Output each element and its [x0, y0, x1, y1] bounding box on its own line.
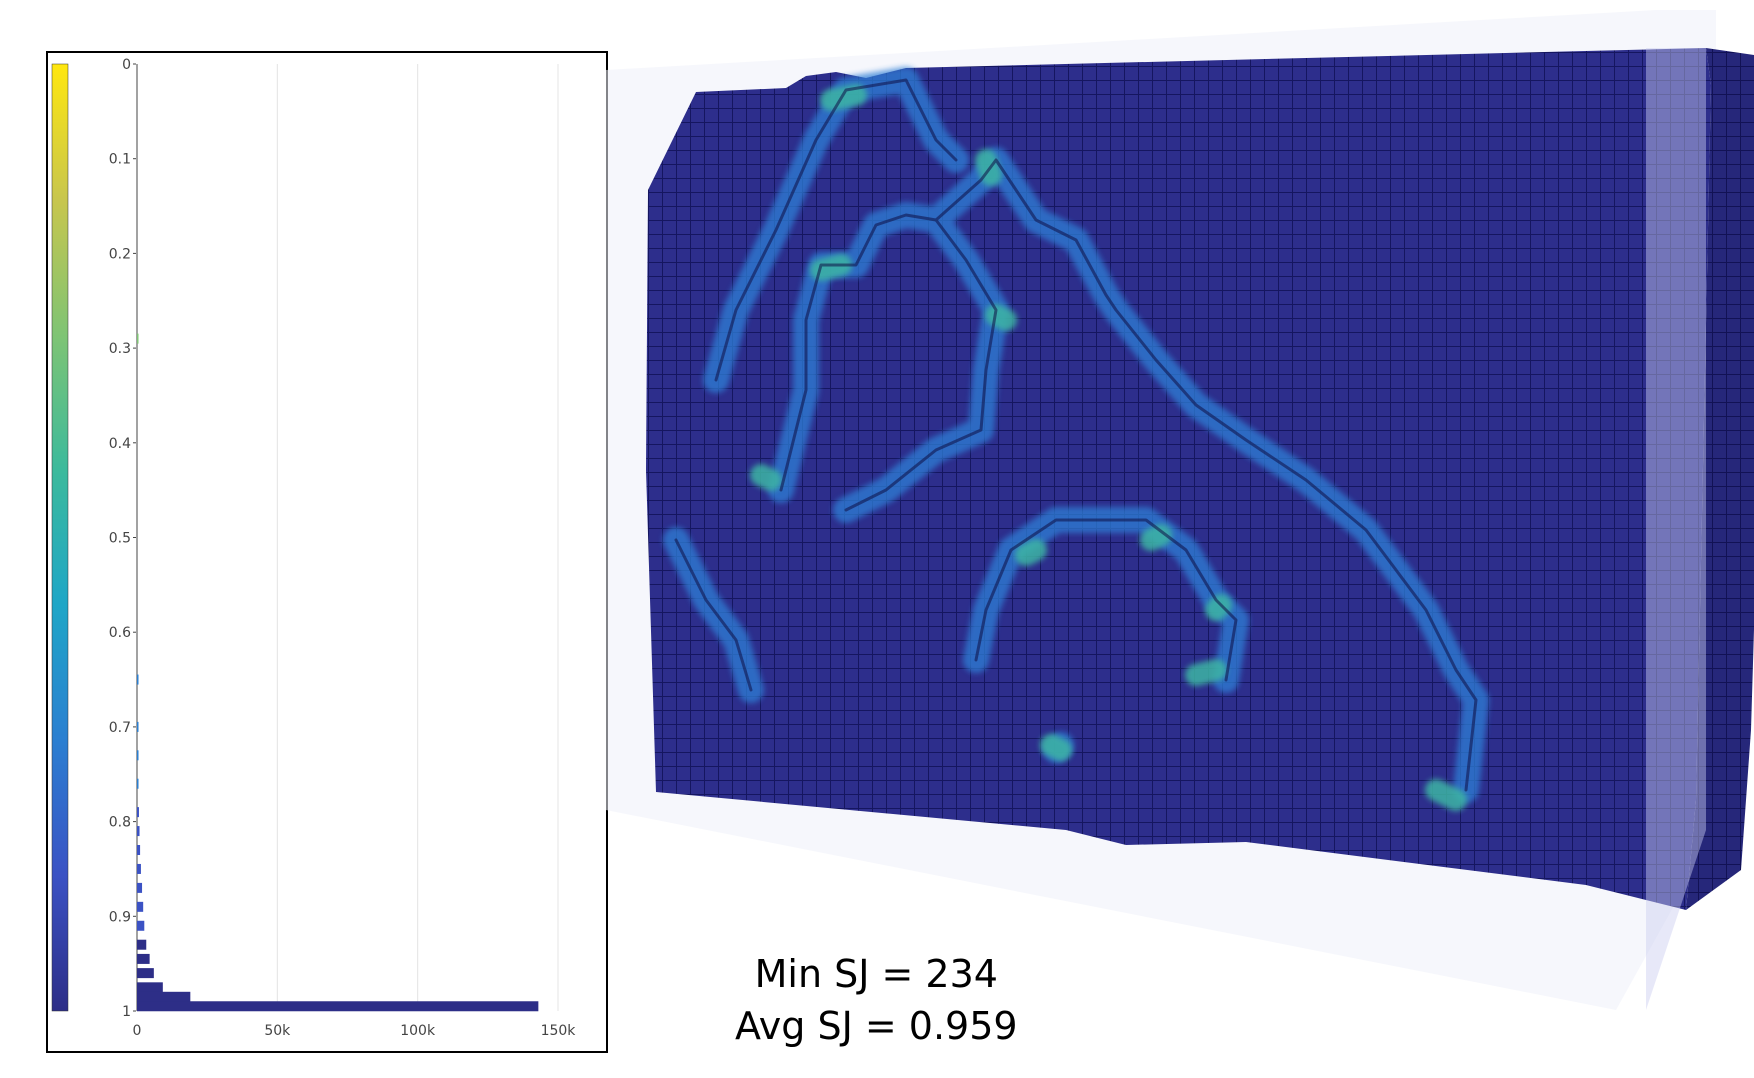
histogram-chart: 00.10.20.30.40.50.60.70.80.910 50k 100k 150… [51, 57, 577, 1039]
min-sj-label: Min SJ = 234 [754, 952, 998, 996]
histogram-bar [137, 991, 191, 1002]
deformation-contours [663, 67, 1489, 811]
y-tick-label: 1 [122, 1004, 131, 1020]
colorbar [51, 63, 69, 1012]
histogram-bar [137, 750, 139, 761]
histogram-bar [137, 674, 139, 685]
histogram-bar [137, 845, 141, 856]
y-tick-label: 0.9 [109, 909, 131, 925]
y-tick-label: 0.3 [109, 341, 131, 357]
histogram-bar [137, 953, 150, 964]
histogram-panel: 0 0.1 0.2 0.3 0.4 0.5 0.6 0.7 0.8 0.9 1 0 50k 100k 150… [46, 51, 608, 1053]
histogram-bar [137, 1001, 539, 1012]
histogram-bar [137, 807, 139, 818]
x-tick-label: 0 [133, 1023, 142, 1039]
y-tick-label: 0.8 [109, 815, 131, 831]
x-tick-label: 100k [400, 1023, 436, 1039]
y-tick-label: 0.2 [109, 246, 131, 262]
mesh-statistics: Min SJ = 234 Avg SJ = 0.959 [735, 948, 1018, 1052]
histogram-bar [137, 968, 154, 979]
x-tick-label: 50k [264, 1023, 291, 1039]
y-tick-label: 0 [122, 57, 131, 73]
x-tick-label: 150k [541, 1023, 577, 1039]
histogram-bar [137, 901, 144, 912]
translucent-slab [1646, 48, 1706, 1010]
y-tick-label: 0.5 [109, 531, 131, 547]
avg-sj-label: Avg SJ = 0.959 [735, 1004, 1018, 1048]
mesh-3d-view[interactable] [606, 10, 1754, 1073]
mesh-front-face [646, 48, 1711, 910]
histogram-bar [137, 982, 163, 993]
mesh-render [606, 10, 1754, 1010]
histogram-bar [137, 863, 141, 874]
mesh-side-face [1686, 48, 1754, 910]
y-tick-label: 0.6 [109, 625, 131, 641]
histogram-bar [137, 939, 147, 950]
histogram-bar [137, 333, 139, 344]
histogram-bar [137, 826, 140, 837]
histogram-bar [137, 778, 139, 789]
histogram-bar [137, 882, 143, 893]
y-tick-label: 0.1 [109, 152, 131, 168]
y-tick-label: 0.7 [109, 720, 131, 736]
y-tick-label: 0.4 [109, 436, 131, 452]
histogram-bar [137, 721, 139, 732]
histogram-bar [137, 920, 145, 931]
